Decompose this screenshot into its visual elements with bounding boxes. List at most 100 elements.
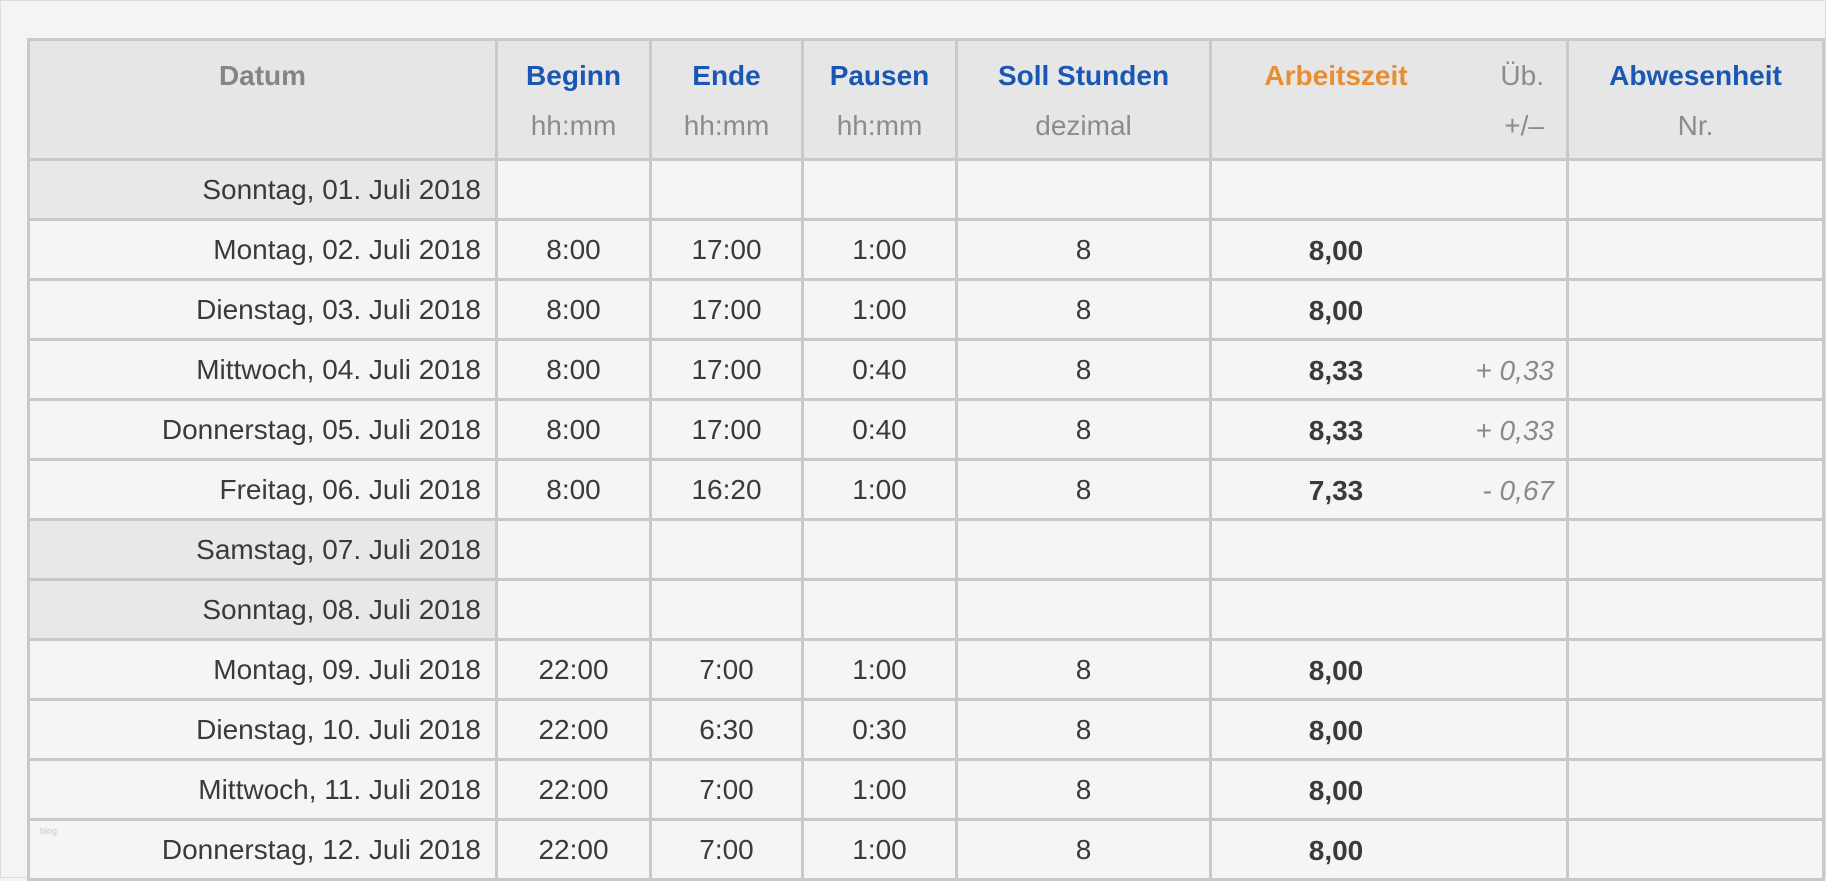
table-row: Mittwoch, 11. Juli 2018 22:00 7:00 1:00 8 8,0… — [27, 758, 1825, 821]
col-arbeitszeit: Arbeitszeit Üb. +/– — [1209, 38, 1569, 161]
abwesenheit-cell[interactable] — [1566, 698, 1825, 761]
arbeitszeit-value: 8,00 — [1308, 715, 1364, 746]
ende-cell[interactable] — [649, 158, 804, 221]
date-cell: Donnerstag, 05. Juli 2018 — [27, 398, 498, 461]
soll-cell[interactable]: 8 — [955, 398, 1212, 461]
arbeitszeit-cell: 8,00 — [1209, 698, 1569, 761]
ende-cell[interactable]: 17:00 — [649, 218, 804, 281]
beginn-cell[interactable]: 8:00 — [495, 458, 652, 521]
pausen-cell[interactable]: 1:00 — [801, 818, 958, 881]
col-soll: Soll Stunden dezimal — [955, 38, 1212, 161]
date-cell: Dienstag, 03. Juli 2018 — [27, 278, 498, 341]
abwesenheit-cell[interactable] — [1566, 398, 1825, 461]
soll-cell[interactable]: 8 — [955, 338, 1212, 401]
soll-cell[interactable]: 8 — [955, 638, 1212, 701]
arbeitszeit-cell: 7,33 - 0,67 — [1209, 458, 1569, 521]
soll-cell[interactable]: 8 — [955, 458, 1212, 521]
arbeitszeit-value: 7,33 — [1308, 475, 1364, 506]
col-soll-unit: dezimal — [1035, 110, 1132, 141]
table-row: Sonntag, 08. Juli 2018 — [27, 578, 1825, 641]
abwesenheit-cell[interactable] — [1566, 518, 1825, 581]
beginn-cell[interactable]: 22:00 — [495, 638, 652, 701]
col-soll-title: Soll Stunden — [997, 60, 1170, 91]
ende-cell[interactable]: 17:00 — [649, 398, 804, 461]
abwesenheit-cell[interactable] — [1566, 578, 1825, 641]
beginn-cell[interactable]: 22:00 — [495, 818, 652, 881]
soll-cell[interactable]: 8 — [955, 278, 1212, 341]
soll-cell[interactable] — [955, 518, 1212, 581]
pausen-cell[interactable]: 1:00 — [801, 638, 958, 701]
date-cell: Freitag, 06. Juli 2018 — [27, 458, 498, 521]
soll-cell[interactable]: 8 — [955, 698, 1212, 761]
arbeitszeit-value: 8,00 — [1308, 295, 1364, 326]
arbeitszeit-value: 8,33 — [1308, 415, 1364, 446]
ende-cell[interactable] — [649, 518, 804, 581]
beginn-cell[interactable]: 8:00 — [495, 278, 652, 341]
date-cell: Montag, 02. Juli 2018 — [27, 218, 498, 281]
pausen-cell[interactable] — [801, 518, 958, 581]
beginn-cell[interactable] — [495, 158, 652, 221]
soll-cell[interactable]: 8 — [955, 758, 1212, 821]
abwesenheit-cell[interactable] — [1566, 278, 1825, 341]
pausen-cell[interactable]: 0:40 — [801, 398, 958, 461]
date-cell: Samstag, 07. Juli 2018 — [27, 518, 498, 581]
table-row: Sonntag, 01. Juli 2018 — [27, 158, 1825, 221]
ende-cell[interactable]: 7:00 — [649, 758, 804, 821]
table-row: Montag, 02. Juli 2018 8:00 17:00 1:00 8 8,00 — [27, 218, 1825, 281]
arbeitszeit-cell: 8,00 — [1209, 278, 1569, 341]
abwesenheit-cell[interactable] — [1566, 338, 1825, 401]
pausen-cell[interactable]: 1:00 — [801, 758, 958, 821]
date-cell: Mittwoch, 04. Juli 2018 — [27, 338, 498, 401]
abwesenheit-cell[interactable] — [1566, 158, 1825, 221]
abwesenheit-cell[interactable] — [1566, 758, 1825, 821]
soll-cell[interactable] — [955, 578, 1212, 641]
abwesenheit-cell[interactable] — [1566, 638, 1825, 701]
pausen-cell[interactable]: 0:40 — [801, 338, 958, 401]
ende-cell[interactable]: 7:00 — [649, 818, 804, 881]
timesheet-table: Datum Beginn hh:mm Ende hh:mm Pausen hh:mm … — [27, 38, 1825, 881]
soll-cell[interactable] — [955, 158, 1212, 221]
pausen-cell[interactable]: 1:00 — [801, 278, 958, 341]
arbeitszeit-cell: 8,33 + 0,33 — [1209, 398, 1569, 461]
pausen-cell[interactable]: 1:00 — [801, 218, 958, 281]
ende-cell[interactable]: 17:00 — [649, 338, 804, 401]
date-cell: Mittwoch, 11. Juli 2018 — [27, 758, 498, 821]
ende-cell[interactable]: 6:30 — [649, 698, 804, 761]
beginn-cell[interactable]: 8:00 — [495, 398, 652, 461]
beginn-cell[interactable] — [495, 578, 652, 641]
beginn-cell[interactable]: 22:00 — [495, 758, 652, 821]
arbeitszeit-cell — [1209, 578, 1569, 641]
ende-cell[interactable]: 16:20 — [649, 458, 804, 521]
arbeitszeit-cell — [1209, 518, 1569, 581]
ende-cell[interactable]: 7:00 — [649, 638, 804, 701]
beginn-cell[interactable]: 8:00 — [495, 218, 652, 281]
abwesenheit-cell[interactable] — [1566, 218, 1825, 281]
pausen-cell[interactable] — [801, 578, 958, 641]
col-datum: Datum — [27, 38, 498, 161]
col-pausen: Pausen hh:mm — [801, 38, 958, 161]
beginn-cell[interactable] — [495, 518, 652, 581]
abwesenheit-cell[interactable] — [1566, 458, 1825, 521]
beginn-cell[interactable]: 8:00 — [495, 338, 652, 401]
beginn-cell[interactable]: 22:00 — [495, 698, 652, 761]
ueberstunden-value: - 0,67 — [1482, 475, 1554, 506]
abwesenheit-cell[interactable] — [1566, 818, 1825, 881]
arbeitszeit-cell: 8,00 — [1209, 638, 1569, 701]
pausen-cell[interactable] — [801, 158, 958, 221]
pausen-cell[interactable]: 0:30 — [801, 698, 958, 761]
arbeitszeit-cell: 8,00 — [1209, 818, 1569, 881]
date-cell: Montag, 09. Juli 2018 — [27, 638, 498, 701]
pausen-cell[interactable]: 1:00 — [801, 458, 958, 521]
table-row: Dienstag, 10. Juli 2018 22:00 6:30 0:30 8 8,0… — [27, 698, 1825, 761]
ende-cell[interactable] — [649, 578, 804, 641]
ende-cell[interactable]: 17:00 — [649, 278, 804, 341]
arbeitszeit-value: 8,33 — [1308, 355, 1364, 386]
col-ueb-unit: +/– — [1504, 110, 1544, 141]
watermark: blog — [40, 826, 58, 836]
table-row: Donnerstag, 05. Juli 2018 8:00 17:00 0:40 8 8… — [27, 398, 1825, 461]
table-row: Montag, 09. Juli 2018 22:00 7:00 1:00 8 8,00 — [27, 638, 1825, 701]
header-row: Datum Beginn hh:mm Ende hh:mm Pausen hh:mm … — [27, 38, 1825, 161]
soll-cell[interactable]: 8 — [955, 218, 1212, 281]
table-row: Mittwoch, 04. Juli 2018 8:00 17:00 0:40 8 8,3… — [27, 338, 1825, 401]
soll-cell[interactable]: 8 — [955, 818, 1212, 881]
